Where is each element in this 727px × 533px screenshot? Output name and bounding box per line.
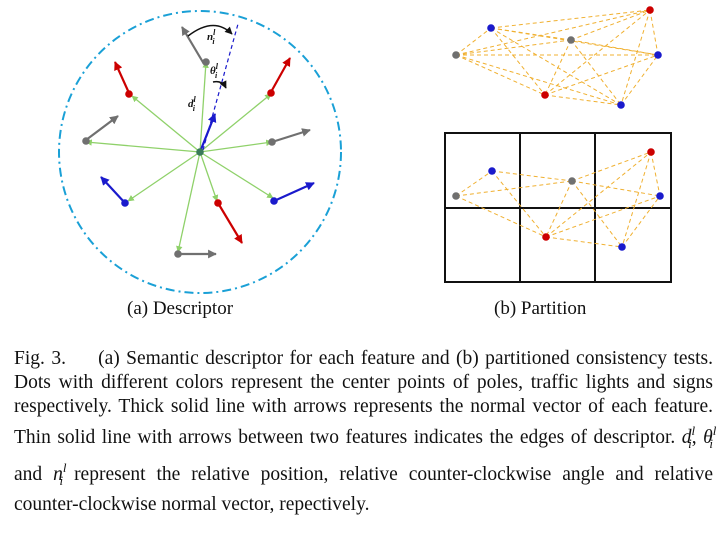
descriptor-diagram: nl i θl i dl i bbox=[58, 10, 342, 294]
caption-and: and bbox=[14, 464, 43, 485]
neighborhood-circle bbox=[58, 10, 342, 294]
symbol-d-sub: i bbox=[688, 436, 692, 451]
caption-body: (a) Semantic descriptor for each feature… bbox=[14, 348, 714, 448]
symbol-d-sup: l bbox=[691, 423, 696, 438]
feature-dots bbox=[82, 58, 278, 258]
symbol-n-sup: l bbox=[62, 460, 67, 475]
symbol-d: d bbox=[681, 427, 692, 448]
theta-angle-arc bbox=[212, 80, 227, 89]
symbol-n: n bbox=[53, 464, 63, 485]
symbol-n-sub: i bbox=[59, 473, 64, 488]
normal-label: nl i bbox=[207, 28, 216, 46]
center-feature-dot bbox=[196, 148, 204, 156]
symbol-theta-sub: i bbox=[709, 436, 714, 451]
symbol-theta: θ bbox=[703, 427, 713, 448]
normal-vectors bbox=[85, 26, 315, 259]
full-consistency-graph bbox=[452, 6, 662, 109]
figure-caption: Fig. 3. (a) Semantic descriptor for each… bbox=[14, 348, 717, 515]
partitioned-consistency-graph bbox=[444, 132, 672, 283]
theta-label: θl i bbox=[210, 62, 219, 80]
figure-canvas: nl i θl i dl i bbox=[58, 6, 672, 294]
descriptor-edges bbox=[85, 61, 274, 253]
caption-tail: represent the relative position, relativ… bbox=[14, 464, 713, 515]
subfigure-a-caption: (a) Descriptor bbox=[127, 298, 234, 319]
distance-label: dl i bbox=[188, 95, 197, 113]
symbol-theta-sup: l bbox=[712, 423, 717, 438]
subfigure-b-caption: (b) Partition bbox=[494, 298, 587, 319]
figure-label: Fig. 3. bbox=[14, 348, 66, 369]
normal-angle-arc bbox=[187, 24, 233, 37]
